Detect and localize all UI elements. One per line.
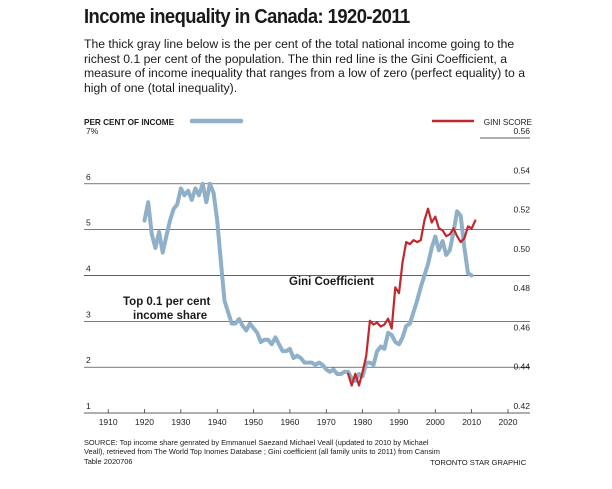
x-tick-label: 1990 xyxy=(389,417,408,427)
annotation-income-share: Top 0.1 per cent income share xyxy=(123,296,211,322)
right-axis-label: GINI SCORE xyxy=(483,118,532,127)
left-tick-label: 1 xyxy=(86,401,91,411)
x-tick-label: 2010 xyxy=(462,417,481,427)
left-tick-label: 2 xyxy=(86,355,91,365)
x-tick-label: 2000 xyxy=(426,417,445,427)
left-axis-label: PER CENT OF INCOME xyxy=(84,118,175,127)
income-share-series-line xyxy=(142,181,474,383)
right-axis-ticks: 0.42 0.44 0.46 0.48 0.50 0.52 0.54 0.56 xyxy=(513,126,530,411)
annotations: Top 0.1 per cent income share Gini Coeffic… xyxy=(123,276,374,322)
graphic-credit: TORONTO STAR GRAPHIC xyxy=(430,458,527,467)
x-tick-label: 1940 xyxy=(208,417,227,427)
right-tick-label: 0.48 xyxy=(513,283,530,293)
left-tick-label: 7% xyxy=(86,126,99,136)
x-axis-ticks: 1910 1920 1930 1940 1950 1960 1970 1980 1990 2000… xyxy=(99,409,518,427)
right-tick-label: 0.56 xyxy=(513,126,530,136)
left-tick-label: 6 xyxy=(86,172,91,182)
annotation-gini: Gini Coefficient xyxy=(289,276,374,288)
right-tick-label: 0.42 xyxy=(513,401,530,411)
page-title: Income inequality in Canada: 1920-2011 xyxy=(84,6,410,28)
right-tick-label: 0.44 xyxy=(513,362,530,372)
annotation-line: Top 0.1 per cent xyxy=(123,296,211,308)
x-tick-label: 1950 xyxy=(244,417,263,427)
right-tick-label: 0.54 xyxy=(513,165,530,175)
x-tick-label: 1980 xyxy=(353,417,372,427)
series-lines xyxy=(142,181,477,387)
annotation-line: income share xyxy=(133,310,207,322)
x-tick-label: 1910 xyxy=(99,417,118,427)
x-tick-label: 1930 xyxy=(171,417,190,427)
left-axis-ticks: 1 2 3 4 5 6 7% xyxy=(86,126,99,411)
left-tick-label: 3 xyxy=(86,309,91,319)
x-tick-label: 1920 xyxy=(135,417,154,427)
x-tick-label: 2020 xyxy=(499,417,518,427)
right-tick-label: 0.46 xyxy=(513,322,530,332)
left-tick-label: 4 xyxy=(86,264,91,274)
x-tick-label: 1970 xyxy=(317,417,336,427)
right-tick-label: 0.52 xyxy=(513,205,530,215)
right-tick-label: 0.50 xyxy=(513,244,530,254)
gini-series-line xyxy=(347,207,477,387)
left-tick-label: 5 xyxy=(86,218,91,228)
source-note: SOURCE: Top income share genrated by Emm… xyxy=(84,438,440,466)
chart-description: The thick gray line below is the per cen… xyxy=(84,37,525,95)
x-tick-label: 1960 xyxy=(280,417,299,427)
